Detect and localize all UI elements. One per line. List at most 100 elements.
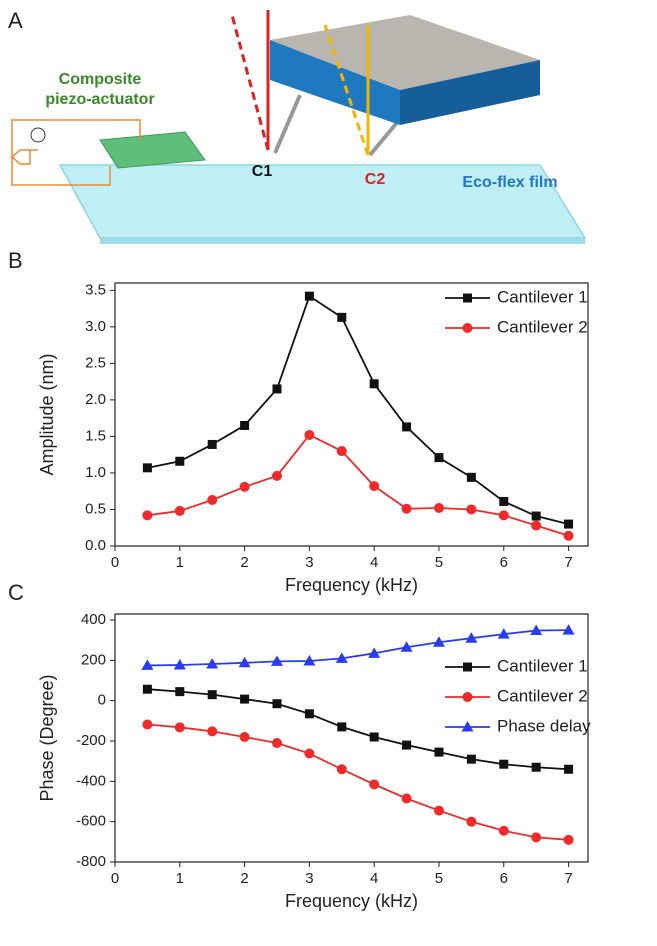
- marker: [271, 738, 282, 749]
- marker: [304, 709, 314, 719]
- source: [30, 127, 46, 143]
- x-tick-label: 5: [435, 870, 443, 887]
- marker: [563, 834, 574, 845]
- series-line: [147, 723, 569, 841]
- marker: [271, 470, 282, 481]
- y-tick-label: 2.5: [85, 354, 106, 371]
- marker: [272, 699, 282, 709]
- marker: [402, 740, 412, 750]
- legend-marker: [461, 721, 474, 732]
- marker: [564, 764, 574, 774]
- marker: [141, 659, 154, 670]
- marker: [337, 312, 347, 322]
- y-tick-label: 3.0: [85, 318, 106, 335]
- y-tick-label: 2.0: [85, 391, 106, 408]
- marker: [336, 446, 347, 457]
- marker: [466, 504, 477, 515]
- x-tick-label: 4: [370, 870, 378, 887]
- marker: [466, 754, 476, 764]
- x-axis-label: Frequency (kHz): [285, 575, 418, 595]
- marker: [369, 481, 380, 492]
- marker: [270, 655, 283, 666]
- actuator-label: Composite: [59, 71, 142, 88]
- marker: [335, 652, 348, 663]
- marker: [175, 456, 185, 466]
- marker: [498, 510, 509, 521]
- x-tick-label: 3: [305, 870, 313, 887]
- wire: [11, 157, 111, 186]
- marker: [142, 463, 152, 473]
- laser-reflect: [230, 14, 270, 151]
- y-tick-label: -400: [76, 772, 106, 789]
- marker: [432, 636, 445, 647]
- panel-label: B: [8, 248, 23, 273]
- y-tick-label: -600: [76, 813, 106, 830]
- marker: [497, 628, 510, 639]
- x-tick-label: 6: [500, 554, 508, 571]
- marker: [466, 816, 477, 827]
- series-line: [147, 294, 569, 525]
- film-label: Eco-flex film: [462, 174, 557, 191]
- marker: [531, 511, 541, 521]
- series-line: [147, 629, 569, 667]
- film-edge: [100, 238, 585, 244]
- marker: [142, 719, 153, 730]
- marker: [400, 641, 413, 652]
- x-tick-label: 7: [564, 554, 572, 571]
- marker: [369, 732, 379, 742]
- legend-label: Cantilever 1: [497, 287, 588, 306]
- x-tick-label: 1: [176, 554, 184, 571]
- series-line: [147, 688, 569, 771]
- plot-frame: [114, 282, 589, 547]
- laser-reflect: [323, 24, 370, 156]
- marker: [239, 481, 250, 492]
- legend-label: Cantilever 2: [497, 317, 588, 336]
- marker: [401, 793, 412, 804]
- marker: [336, 764, 347, 775]
- panel-label: A: [8, 8, 23, 33]
- marker: [564, 519, 574, 529]
- y-tick-label: -200: [76, 732, 106, 749]
- legend-label: Cantilever 2: [497, 686, 588, 705]
- x-tick-label: 2: [240, 554, 248, 571]
- cantilever: [273, 94, 302, 154]
- marker: [142, 510, 153, 521]
- y-tick-label: 200: [81, 651, 106, 668]
- marker: [498, 825, 509, 836]
- panel-label: C: [8, 580, 24, 605]
- x-tick-label: 0: [111, 870, 119, 887]
- wire: [10, 149, 38, 165]
- block-top: [270, 15, 540, 90]
- marker: [401, 503, 412, 514]
- y-tick-label: 1.5: [85, 427, 106, 444]
- x-axis-label: Frequency (kHz): [285, 891, 418, 911]
- marker: [433, 503, 444, 514]
- c1-label: C1: [252, 163, 273, 180]
- marker: [337, 722, 347, 732]
- marker: [531, 832, 542, 843]
- marker: [433, 805, 444, 816]
- y-tick-label: -800: [76, 853, 106, 870]
- schematic: Composite piezo-actuator C1 C2 Eco-flex …: [10, 10, 587, 244]
- x-tick-label: 3: [305, 554, 313, 571]
- actuator-label: piezo-actuator: [45, 91, 154, 108]
- marker: [207, 494, 218, 505]
- marker: [304, 429, 315, 440]
- marker: [174, 722, 185, 733]
- marker: [240, 694, 250, 704]
- legend-marker: [463, 662, 472, 672]
- marker: [499, 759, 509, 769]
- marker: [530, 624, 543, 636]
- marker: [531, 762, 541, 772]
- y-tick-label: 0.0: [85, 537, 106, 554]
- marker: [175, 687, 185, 697]
- marker: [207, 690, 217, 700]
- y-tick-label: 0.5: [85, 500, 106, 517]
- x-tick-label: 6: [500, 870, 508, 887]
- plot-frame: [114, 613, 589, 863]
- x-tick-label: 4: [370, 554, 378, 571]
- marker: [173, 659, 186, 670]
- y-tick-label: 1.0: [85, 464, 106, 481]
- marker: [434, 453, 444, 463]
